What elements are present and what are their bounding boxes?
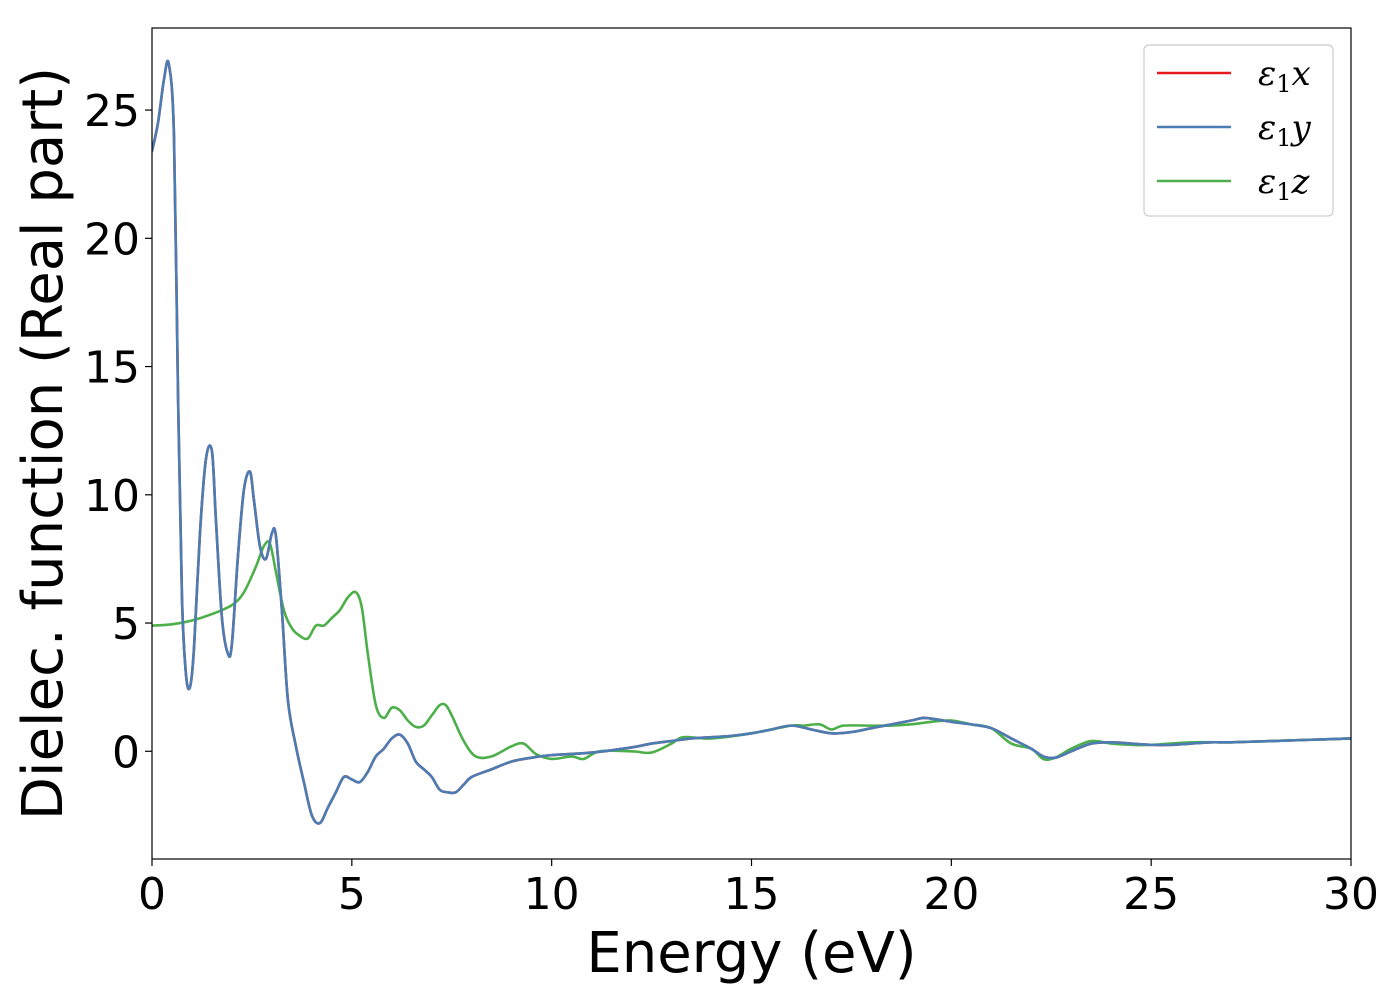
x-tick-label: 5 xyxy=(338,869,366,920)
series-line-y xyxy=(152,59,1351,825)
tick-layer: 0 5 10 15 20 25 30 0 5 10 15 20 25 xyxy=(84,86,1379,920)
x-tick-label: 25 xyxy=(1123,869,1179,920)
x-tick-label: 30 xyxy=(1323,869,1379,920)
y-tick-label: 20 xyxy=(84,214,140,265)
y-axis-title: Dielec. function (Real part) xyxy=(11,67,76,820)
legend-label-z: ε1z xyxy=(1258,162,1311,206)
x-tick-label: 20 xyxy=(923,869,979,920)
y-tick-label: 0 xyxy=(112,727,140,778)
legend-label-x: ε1x xyxy=(1258,54,1311,98)
y-tick-label: 15 xyxy=(84,343,140,394)
y-tick-label: 10 xyxy=(84,471,140,522)
series-layer xyxy=(152,59,1351,825)
x-tick-label: 10 xyxy=(524,869,580,920)
series-line-z xyxy=(152,540,1351,761)
x-tick-label: 15 xyxy=(724,869,780,920)
y-tick-label: 25 xyxy=(84,86,140,137)
legend-box xyxy=(1143,44,1334,217)
x-tick-label: 0 xyxy=(138,869,166,920)
legend-label-y: ε1y xyxy=(1258,108,1312,152)
x-axis-title: Energy (eV) xyxy=(586,921,916,986)
y-tick-label: 5 xyxy=(112,599,140,650)
legend: ε1x ε1y ε1z xyxy=(1143,44,1334,217)
